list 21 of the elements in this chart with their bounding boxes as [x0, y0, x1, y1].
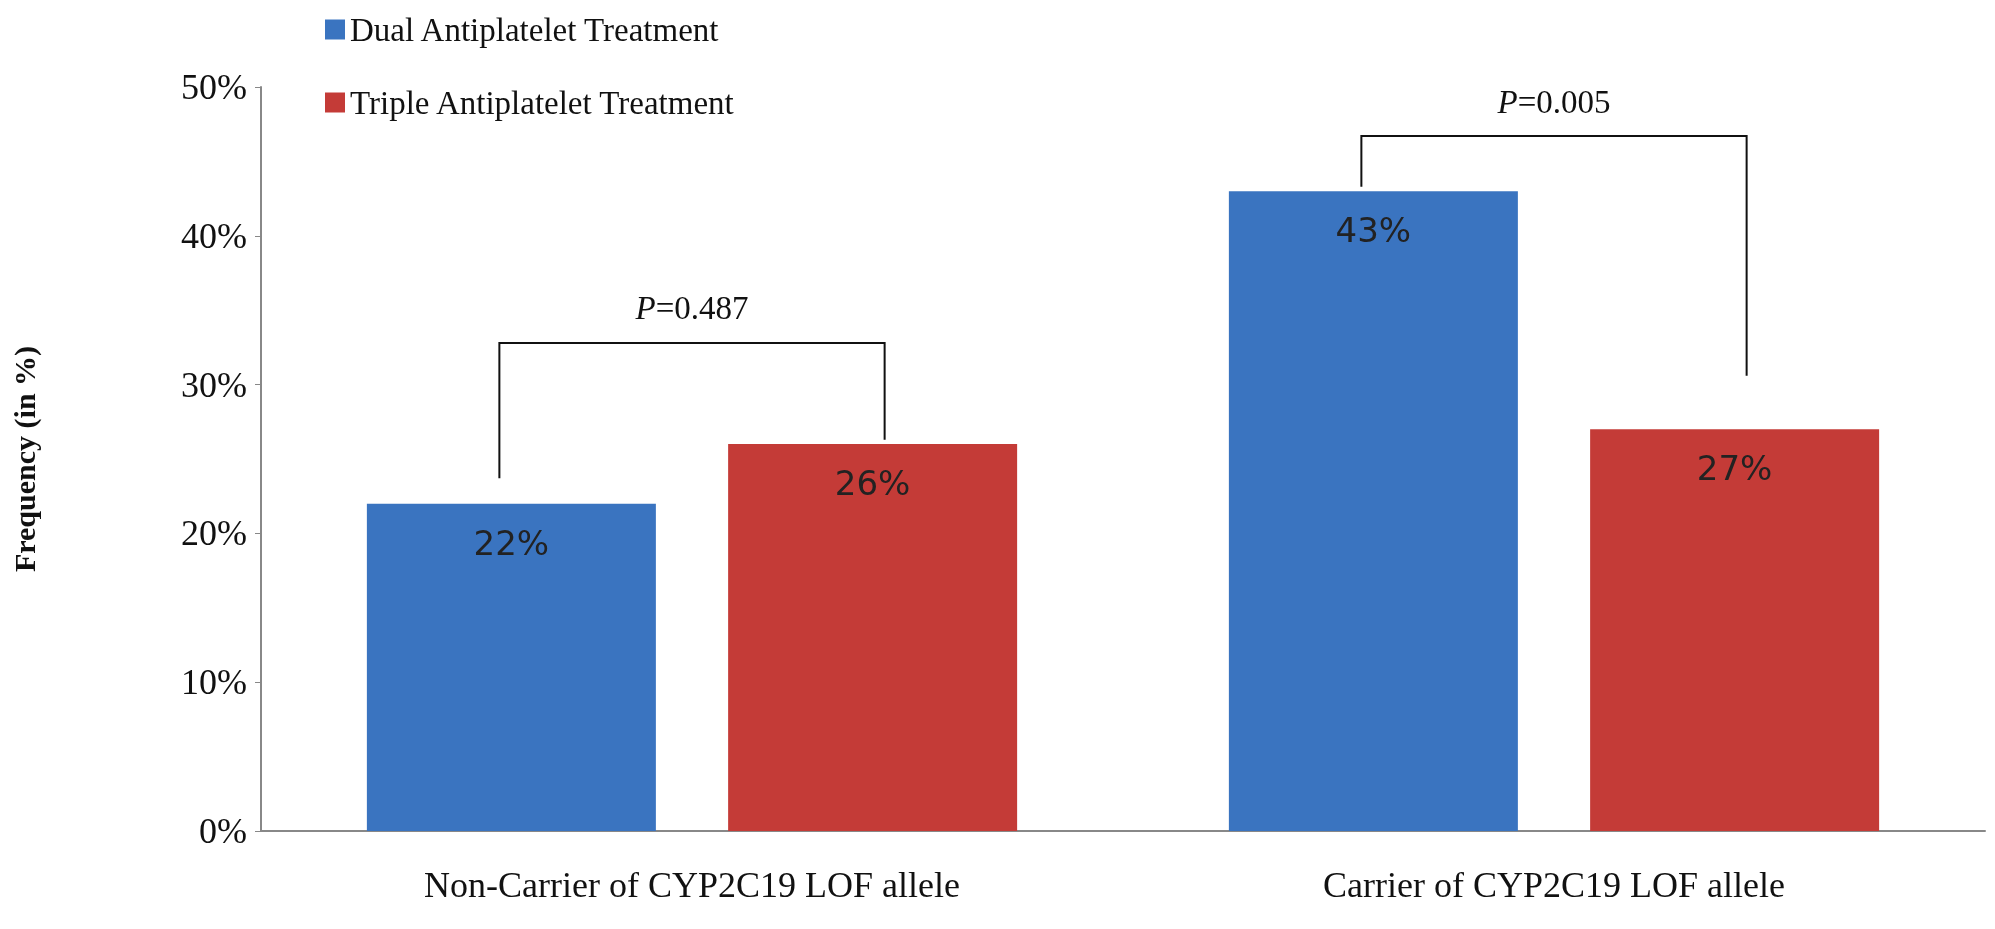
data-label: 26% [834, 463, 911, 504]
y-tick-label: 30% [181, 364, 247, 405]
annotation: P=0.005 [1496, 83, 1611, 120]
data-label: 43% [1335, 210, 1412, 251]
y-tick-label: 20% [181, 513, 247, 554]
legend-label: Dual Antiplatelet Treatment [350, 11, 719, 48]
y-tick-label: 50% [181, 67, 247, 107]
bar [728, 444, 1018, 831]
x-tick-label: Non-Carrier of CYP2C19 LOF allele [424, 865, 960, 905]
legend-label: Triple Antiplatelet Treatment [350, 84, 734, 121]
y-tick-label: 40% [181, 215, 247, 256]
y-tick-label: 0% [199, 811, 247, 851]
data-label: 27% [1696, 448, 1773, 489]
bar [1590, 429, 1880, 831]
annotation: P=0.487 [634, 290, 749, 327]
data-label: 22% [473, 522, 550, 563]
y-axis-title: Frequency (in %) [7, 345, 42, 573]
x-tick-label: Carrier of CYP2C19 LOF allele [1323, 865, 1785, 905]
bar [366, 503, 656, 831]
bar [1228, 191, 1518, 831]
y-tick-label: 10% [181, 662, 247, 703]
